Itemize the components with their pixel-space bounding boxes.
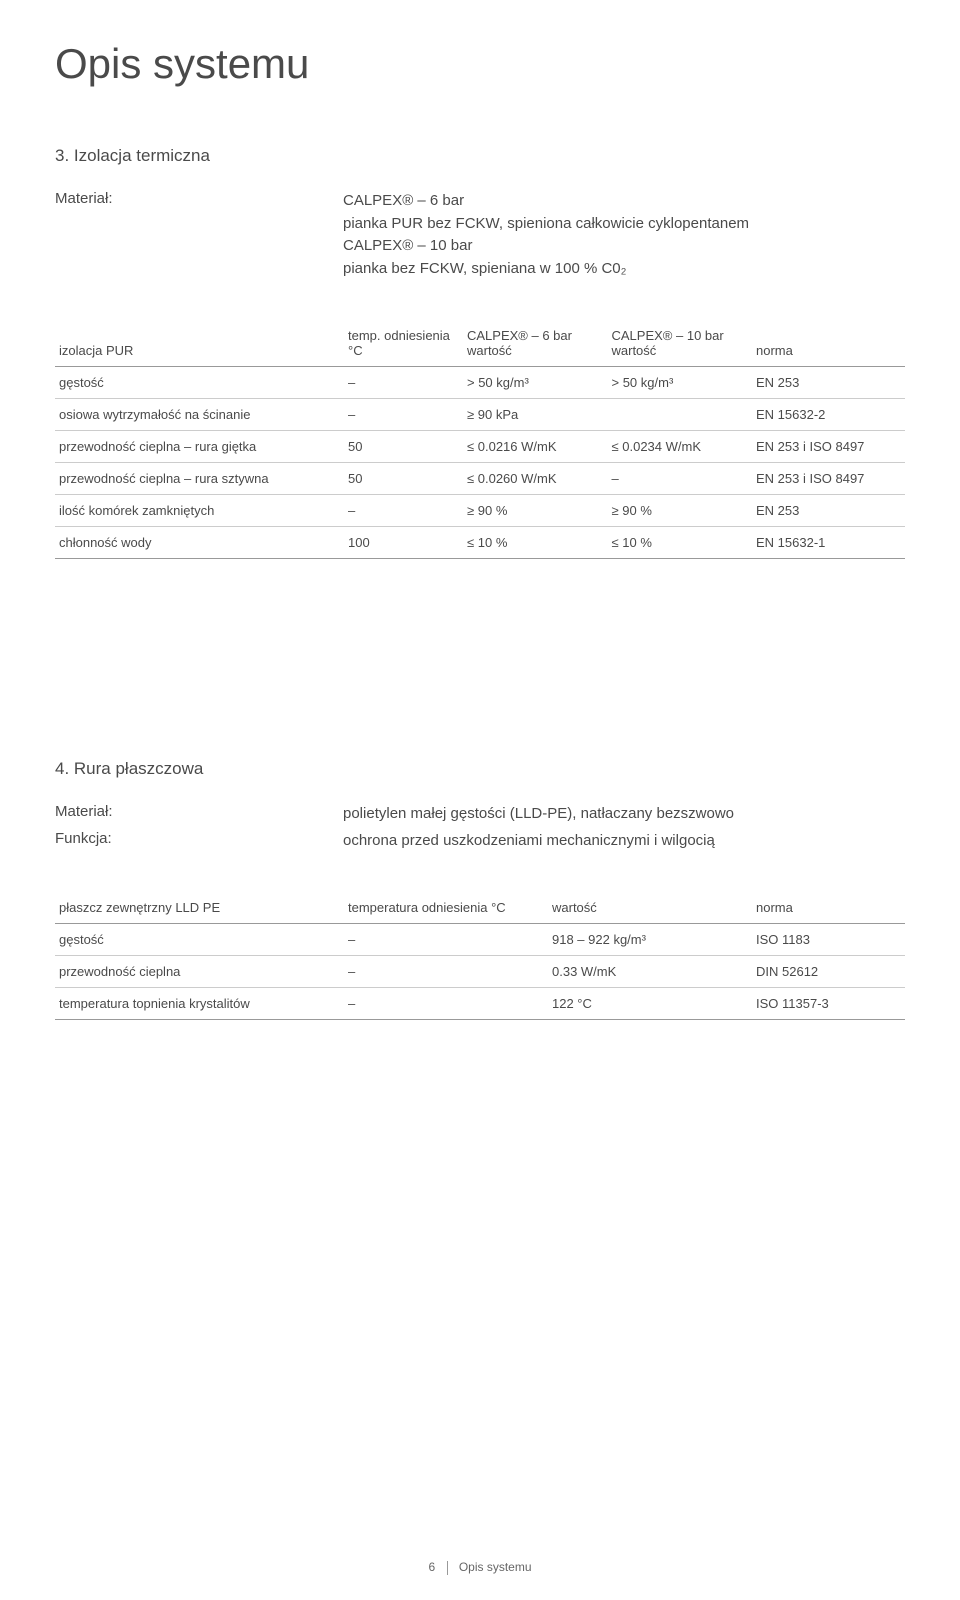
section-4-heading: 4. Rura płaszczowa	[55, 759, 905, 779]
function-value-4: ochrona przed uszkodzeniami mechanicznym…	[343, 830, 715, 853]
td-temp: –	[344, 924, 548, 956]
td-val: 918 – 922 kg/m³	[548, 924, 752, 956]
td-temp: –	[344, 367, 463, 399]
td-temp: –	[344, 956, 548, 988]
material-line: CALPEX® – 6 bar	[343, 190, 749, 213]
material-line: pianka PUR bez FCKW, spieniona całkowici…	[343, 213, 749, 236]
table-row: gęstość–> 50 kg/m³> 50 kg/m³EN 253	[55, 367, 905, 399]
th-val: wartość	[548, 892, 752, 924]
section-3-tbody: gęstość–> 50 kg/m³> 50 kg/m³EN 253osiowa…	[55, 367, 905, 559]
page-footer: 6 Opis systemu	[55, 1560, 905, 1575]
section-3: 3. Izolacja termiczna Materiał: CALPEX® …	[55, 146, 905, 559]
td-temp: –	[344, 988, 548, 1020]
td-norm: EN 253 i ISO 8497	[752, 431, 905, 463]
table-row: osiowa wytrzymałość na ścinanie–≥ 90 kPa…	[55, 399, 905, 431]
material-value: CALPEX® – 6 bar pianka PUR bez FCKW, spi…	[343, 190, 749, 280]
th-a: CALPEX® – 6 bar wartość	[463, 320, 608, 367]
table-header-row: izolacja PUR temp. odniesienia °C CALPEX…	[55, 320, 905, 367]
td-label: temperatura topnienia krystalitów	[55, 988, 344, 1020]
th-norm: norma	[752, 892, 905, 924]
table-row: chłonność wody100≤ 10 %≤ 10 %EN 15632-1	[55, 527, 905, 559]
td-a: ≥ 90 kPa	[463, 399, 608, 431]
th-label: płaszcz zewnętrzny LLD PE	[55, 892, 344, 924]
table-row: przewodność cieplna – rura giętka50≤ 0.0…	[55, 431, 905, 463]
td-a: ≤ 10 %	[463, 527, 608, 559]
footer-page-num: 6	[428, 1560, 435, 1574]
material-label: Materiał:	[55, 190, 343, 280]
table-row: przewodność cieplna–0.33 W/mKDIN 52612	[55, 956, 905, 988]
td-label: ilość komórek zamkniętych	[55, 495, 344, 527]
section-3-material: Materiał: CALPEX® – 6 bar pianka PUR bez…	[55, 190, 905, 280]
material-line: pianka bez FCKW, spieniana w 100 % C0₂	[343, 258, 749, 281]
td-val: 0.33 W/mK	[548, 956, 752, 988]
td-a: ≥ 90 %	[463, 495, 608, 527]
table-row: ilość komórek zamkniętych–≥ 90 %≥ 90 %EN…	[55, 495, 905, 527]
td-norm: ISO 11357-3	[752, 988, 905, 1020]
td-temp: 100	[344, 527, 463, 559]
section-4: 4. Rura płaszczowa Materiał: polietylen …	[55, 759, 905, 1020]
material-value-4: polietylen małej gęstości (LLD-PE), natł…	[343, 803, 734, 826]
td-norm: EN 15632-1	[752, 527, 905, 559]
td-a: ≤ 0.0260 W/mK	[463, 463, 608, 495]
table-header-row: płaszcz zewnętrzny LLD PE temperatura od…	[55, 892, 905, 924]
table-row: gęstość–918 – 922 kg/m³ISO 1183	[55, 924, 905, 956]
th-norm: norma	[752, 320, 905, 367]
td-norm: EN 15632-2	[752, 399, 905, 431]
section-4-tbody: gęstość–918 – 922 kg/m³ISO 1183przewodno…	[55, 924, 905, 1020]
td-label: przewodność cieplna	[55, 956, 344, 988]
material-label-4: Materiał:	[55, 803, 343, 826]
td-label: gęstość	[55, 367, 344, 399]
td-val: 122 °C	[548, 988, 752, 1020]
td-b: > 50 kg/m³	[608, 367, 753, 399]
th-b: CALPEX® – 10 bar wartość	[608, 320, 753, 367]
td-temp: –	[344, 495, 463, 527]
td-b: ≤ 0.0234 W/mK	[608, 431, 753, 463]
td-norm: EN 253	[752, 495, 905, 527]
section-3-heading: 3. Izolacja termiczna	[55, 146, 905, 166]
td-a: > 50 kg/m³	[463, 367, 608, 399]
td-temp: 50	[344, 463, 463, 495]
td-b: –	[608, 463, 753, 495]
td-norm: EN 253 i ISO 8497	[752, 463, 905, 495]
footer-divider	[447, 1561, 448, 1575]
td-norm: DIN 52612	[752, 956, 905, 988]
td-temp: –	[344, 399, 463, 431]
td-label: chłonność wody	[55, 527, 344, 559]
table-row: temperatura topnienia krystalitów–122 °C…	[55, 988, 905, 1020]
table-row: przewodność cieplna – rura sztywna50≤ 0.…	[55, 463, 905, 495]
th-label: izolacja PUR	[55, 320, 344, 367]
th-temp: temperatura odniesienia °C	[344, 892, 548, 924]
td-label: przewodność cieplna – rura sztywna	[55, 463, 344, 495]
td-label: przewodność cieplna – rura giętka	[55, 431, 344, 463]
td-a: ≤ 0.0216 W/mK	[463, 431, 608, 463]
material-line: CALPEX® – 10 bar	[343, 235, 749, 258]
function-label-4: Funkcja:	[55, 830, 343, 853]
td-b: ≥ 90 %	[608, 495, 753, 527]
page-title: Opis systemu	[55, 40, 905, 88]
td-norm: EN 253	[752, 367, 905, 399]
section-4-table: płaszcz zewnętrzny LLD PE temperatura od…	[55, 892, 905, 1020]
td-temp: 50	[344, 431, 463, 463]
td-b: ≤ 10 %	[608, 527, 753, 559]
footer-label: Opis systemu	[459, 1560, 532, 1574]
td-norm: ISO 1183	[752, 924, 905, 956]
td-label: osiowa wytrzymałość na ścinanie	[55, 399, 344, 431]
td-b	[608, 399, 753, 431]
td-label: gęstość	[55, 924, 344, 956]
section-3-table: izolacja PUR temp. odniesienia °C CALPEX…	[55, 320, 905, 559]
th-temp: temp. odniesienia °C	[344, 320, 463, 367]
